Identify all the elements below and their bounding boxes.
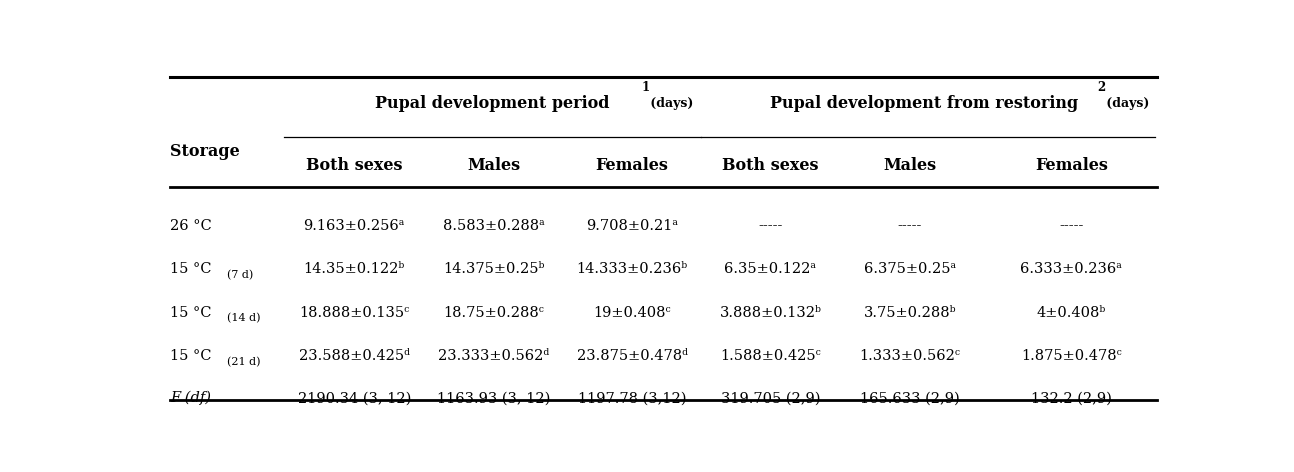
- Text: 2: 2: [1097, 81, 1105, 94]
- Text: Both sexes: Both sexes: [722, 157, 819, 174]
- Text: 9.163±0.256ᵃ: 9.163±0.256ᵃ: [304, 219, 405, 233]
- Text: 18.75±0.288ᶜ: 18.75±0.288ᶜ: [444, 306, 545, 320]
- Text: (14 d): (14 d): [226, 313, 260, 323]
- Text: -----: -----: [758, 219, 783, 233]
- Text: 15 °C: 15 °C: [170, 262, 211, 276]
- Text: 14.333±0.236ᵇ: 14.333±0.236ᵇ: [577, 262, 687, 276]
- Text: Females: Females: [595, 157, 669, 174]
- Text: 6.375±0.25ᵃ: 6.375±0.25ᵃ: [864, 262, 956, 276]
- Text: 1.588±0.425ᶜ: 1.588±0.425ᶜ: [719, 349, 820, 363]
- Text: Females: Females: [1035, 157, 1108, 174]
- Text: -----: -----: [898, 219, 923, 233]
- Text: 14.35±0.122ᵇ: 14.35±0.122ᵇ: [304, 262, 405, 276]
- Text: (days): (days): [646, 97, 694, 110]
- Text: 2190.34 (3, 12): 2190.34 (3, 12): [298, 391, 411, 405]
- Text: F (df): F (df): [170, 391, 211, 405]
- Text: 1.875±0.478ᶜ: 1.875±0.478ᶜ: [1021, 349, 1122, 363]
- Text: (21 d): (21 d): [226, 357, 260, 367]
- Text: Pupal development period: Pupal development period: [375, 95, 609, 112]
- Text: 1197.78 (3,12): 1197.78 (3,12): [578, 391, 686, 405]
- Text: 3.75±0.288ᵇ: 3.75±0.288ᵇ: [863, 306, 956, 320]
- Text: 132.2 (2,9): 132.2 (2,9): [1031, 391, 1112, 405]
- Text: Males: Males: [467, 157, 520, 174]
- Text: 319.705 (2,9): 319.705 (2,9): [721, 391, 820, 405]
- Text: 15 °C: 15 °C: [170, 306, 211, 320]
- Text: 1.333±0.562ᶜ: 1.333±0.562ᶜ: [859, 349, 960, 363]
- Text: 9.708±0.21ᵃ: 9.708±0.21ᵃ: [586, 219, 678, 233]
- Text: Pupal development from restoring: Pupal development from restoring: [770, 95, 1078, 112]
- Text: 1163.93 (3, 12): 1163.93 (3, 12): [437, 391, 550, 405]
- Text: -----: -----: [1060, 219, 1083, 233]
- Text: 4±0.408ᵇ: 4±0.408ᵇ: [1036, 306, 1106, 320]
- Text: 23.588±0.425ᵈ: 23.588±0.425ᵈ: [299, 349, 410, 363]
- Text: 19±0.408ᶜ: 19±0.408ᶜ: [593, 306, 670, 320]
- Text: 23.333±0.562ᵈ: 23.333±0.562ᵈ: [439, 349, 550, 363]
- Text: 15 °C: 15 °C: [170, 349, 211, 363]
- Text: Storage: Storage: [170, 143, 239, 160]
- Text: 14.375±0.25ᵇ: 14.375±0.25ᵇ: [443, 262, 545, 276]
- Text: (7 d): (7 d): [226, 270, 254, 280]
- Text: 6.333±0.236ᵃ: 6.333±0.236ᵃ: [1021, 262, 1122, 276]
- Text: 1: 1: [641, 81, 650, 94]
- Text: 26 °C: 26 °C: [170, 219, 211, 233]
- Text: 6.35±0.122ᵃ: 6.35±0.122ᵃ: [725, 262, 817, 276]
- Text: Males: Males: [884, 157, 937, 174]
- Text: (days): (days): [1102, 97, 1150, 110]
- Text: 18.888±0.135ᶜ: 18.888±0.135ᶜ: [299, 306, 409, 320]
- Text: Both sexes: Both sexes: [307, 157, 402, 174]
- Text: 23.875±0.478ᵈ: 23.875±0.478ᵈ: [577, 349, 687, 363]
- Text: 165.633 (2,9): 165.633 (2,9): [861, 391, 960, 405]
- Text: 8.583±0.288ᵃ: 8.583±0.288ᵃ: [443, 219, 545, 233]
- Text: 3.888±0.132ᵇ: 3.888±0.132ᵇ: [719, 306, 822, 320]
